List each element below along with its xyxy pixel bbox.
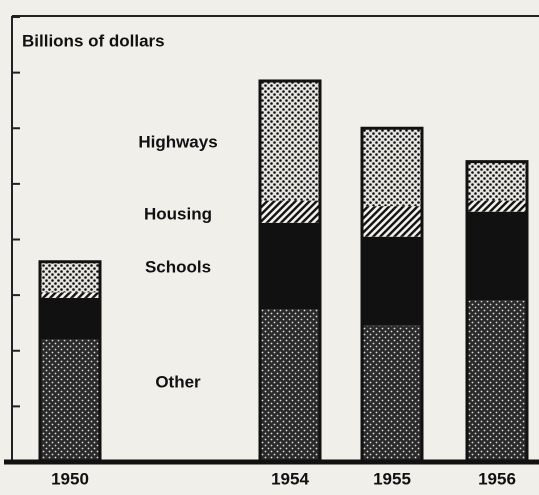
plot: 1950 1954 1955 1956 Other Schools Housing Highw… (12, 16, 529, 488)
bar-texture (467, 161, 527, 201)
bar-texture (467, 300, 527, 462)
bar-texture (362, 325, 422, 462)
bar-texture (362, 236, 422, 326)
bar-texture (260, 309, 320, 462)
bar-texture (260, 200, 320, 223)
x-tick-label: 1956 (478, 469, 516, 488)
series-label: Schools (145, 257, 211, 276)
chart-title: Billions of dollars (22, 31, 165, 50)
bar-texture (362, 206, 422, 237)
bar-texture (260, 222, 320, 310)
series-label: Other (155, 372, 201, 391)
bar-texture (467, 200, 527, 212)
bar-texture (40, 297, 100, 340)
bar-texture (40, 339, 100, 462)
bar-texture (40, 292, 100, 298)
bar-texture (40, 261, 100, 293)
bar-texture (467, 211, 527, 301)
bar-texture (260, 80, 320, 201)
series-label: Highways (138, 132, 217, 151)
x-tick-label: 1950 (51, 469, 89, 488)
bar-texture (362, 128, 422, 207)
x-tick-label: 1955 (373, 469, 411, 488)
x-tick-label: 1954 (271, 469, 309, 488)
series-label: Housing (144, 204, 212, 223)
